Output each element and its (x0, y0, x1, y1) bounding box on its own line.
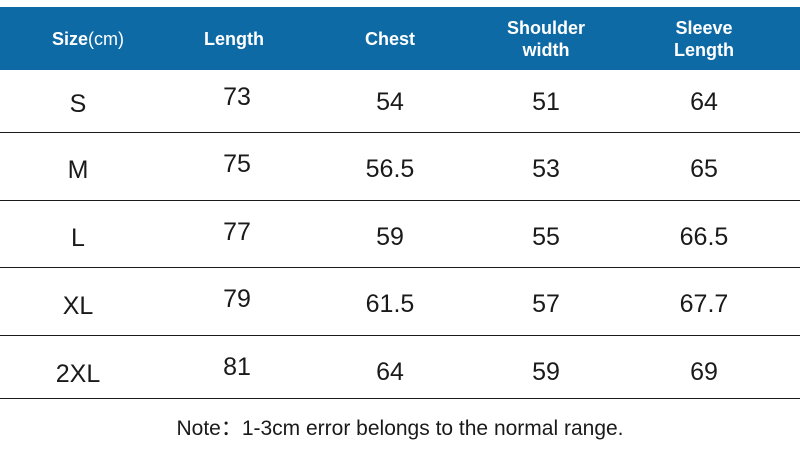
cell-length: 81 (223, 353, 251, 381)
cell-size: 2XL (55, 360, 101, 388)
cell-length: 73 (223, 83, 251, 111)
header-sleeve-line1: Sleeve (675, 17, 733, 38)
cell-sleeve: 66.5 (679, 223, 729, 251)
row-divider (0, 200, 800, 201)
cell-sleeve: 64 (690, 88, 718, 116)
cell-chest: 54 (376, 88, 404, 116)
header-chest-label: Chest (364, 28, 415, 49)
table-row-xl: XL 79 61.5 57 67.7 (0, 268, 800, 335)
header-sleeve-length: Sleeve Length (644, 7, 764, 70)
cell-chest: 59 (376, 223, 404, 251)
cell-sleeve: 69 (690, 358, 718, 386)
table-header-row: Size (cm) Length Chest Shoulder width Sle… (0, 7, 800, 70)
cell-shoulder: 57 (532, 290, 560, 318)
cell-shoulder: 53 (532, 155, 560, 183)
table-row-m: M 75 56.5 53 65 (0, 133, 800, 200)
cell-chest: 61.5 (365, 290, 415, 318)
header-size-label: Size (51, 28, 89, 49)
tolerance-note: Note：1-3cm error belongs to the normal r… (176, 417, 624, 440)
cell-chest: 64 (376, 358, 404, 386)
table-row-l: L 77 59 55 66.5 (0, 201, 800, 268)
header-size: Size (cm) (28, 7, 148, 70)
row-divider (0, 267, 800, 268)
table-row-s: S 73 54 51 64 (0, 66, 800, 133)
cell-length: 79 (223, 285, 251, 313)
cell-size: XL (62, 292, 94, 320)
cell-size: M (67, 156, 89, 184)
header-chest: Chest (330, 7, 450, 70)
cell-shoulder: 59 (532, 358, 560, 386)
header-size-unit: (cm) (88, 28, 124, 49)
row-divider (0, 398, 800, 399)
row-divider (0, 335, 800, 336)
header-shoulder-width: Shoulder width (486, 7, 606, 70)
header-shoulder-line1: Shoulder (506, 17, 585, 38)
cell-length: 77 (223, 218, 251, 246)
table-row-2xl: 2XL 81 64 59 69 (0, 336, 800, 403)
header-shoulder-line2: width (522, 39, 570, 60)
row-divider (0, 132, 800, 133)
cell-size: L (71, 224, 85, 252)
header-length: Length (174, 7, 294, 70)
header-sleeve-line2: Length (674, 39, 734, 60)
cell-chest: 56.5 (365, 155, 415, 183)
header-length-label: Length (204, 28, 264, 49)
cell-shoulder: 51 (532, 88, 560, 116)
cell-shoulder: 55 (532, 223, 560, 251)
cell-sleeve: 67.7 (679, 290, 729, 318)
cell-length: 75 (223, 150, 251, 178)
cell-sleeve: 65 (690, 155, 718, 183)
cell-size: S (69, 90, 87, 118)
